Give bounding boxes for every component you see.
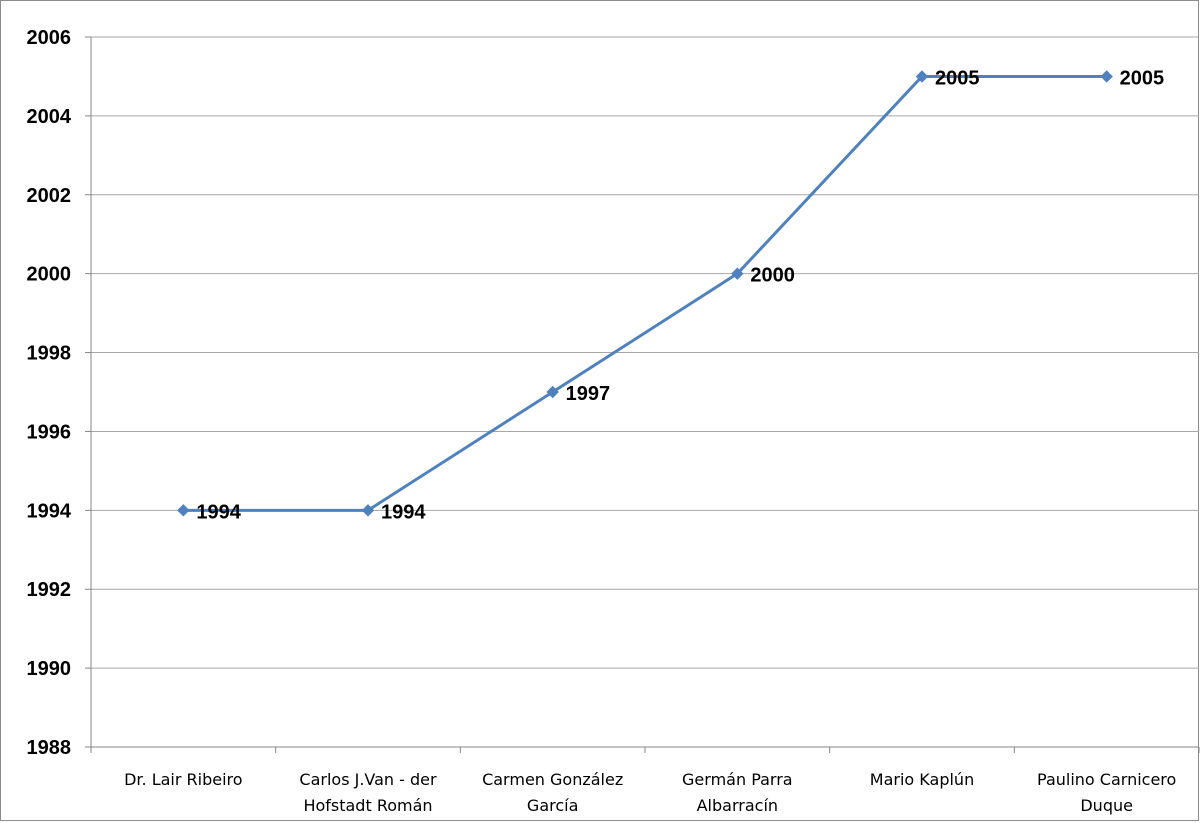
data-point-marker <box>915 70 929 83</box>
data-point-marker <box>177 504 190 517</box>
data-point-marker <box>546 385 559 399</box>
x-tick-label: Dr. Lair Ribeiro <box>124 770 242 789</box>
x-tick-label: Mario Kaplún <box>870 770 974 789</box>
data-label: 1997 <box>566 383 611 405</box>
data-label: 2000 <box>750 265 795 287</box>
y-tick-label: 2000 <box>27 264 72 286</box>
data-labels: 1994 1994 1997 2000 2005 2005 <box>196 67 1164 523</box>
data-label: 1994 <box>196 501 241 523</box>
x-tick-label: Paulino Carnicero Duque <box>1037 770 1176 815</box>
y-tick-label: 2006 <box>27 27 72 49</box>
y-tick-label: 1998 <box>27 343 72 365</box>
y-tick-label: 1992 <box>27 579 72 601</box>
x-tick-label: Carmen González García <box>482 770 623 815</box>
data-label: 1994 <box>381 501 426 523</box>
x-tick-label: Germán Parra Albarracín <box>682 770 793 815</box>
y-tick-label: 2004 <box>27 106 72 128</box>
gridlines <box>91 36 1199 669</box>
data-point-marker <box>1100 70 1113 83</box>
y-tick-label: 1990 <box>27 658 72 680</box>
data-point-marker <box>361 504 375 517</box>
series-line-path <box>183 74 1107 512</box>
data-label: 2005 <box>935 67 980 89</box>
x-axis-tick-labels: Dr. Lair Ribeiro Carlos J.Van - der Hofsta… <box>124 770 1176 815</box>
y-tick-label: 1994 <box>27 500 72 522</box>
series-line <box>183 74 1107 512</box>
y-axis-tick-labels: 1988 1990 1992 1994 1996 1998 2000 2002 2004 2006 <box>27 27 72 759</box>
data-point-marker <box>731 267 744 280</box>
x-tick-label: Carlos J.Van - der Hofstadt Román <box>299 770 437 815</box>
y-tick-label: 2002 <box>27 185 72 207</box>
y-tick-label: 1996 <box>27 421 72 443</box>
axes <box>85 36 1200 753</box>
data-markers <box>177 70 1113 517</box>
y-tick-label: 1988 <box>27 737 72 759</box>
data-label: 2005 <box>1120 67 1165 89</box>
